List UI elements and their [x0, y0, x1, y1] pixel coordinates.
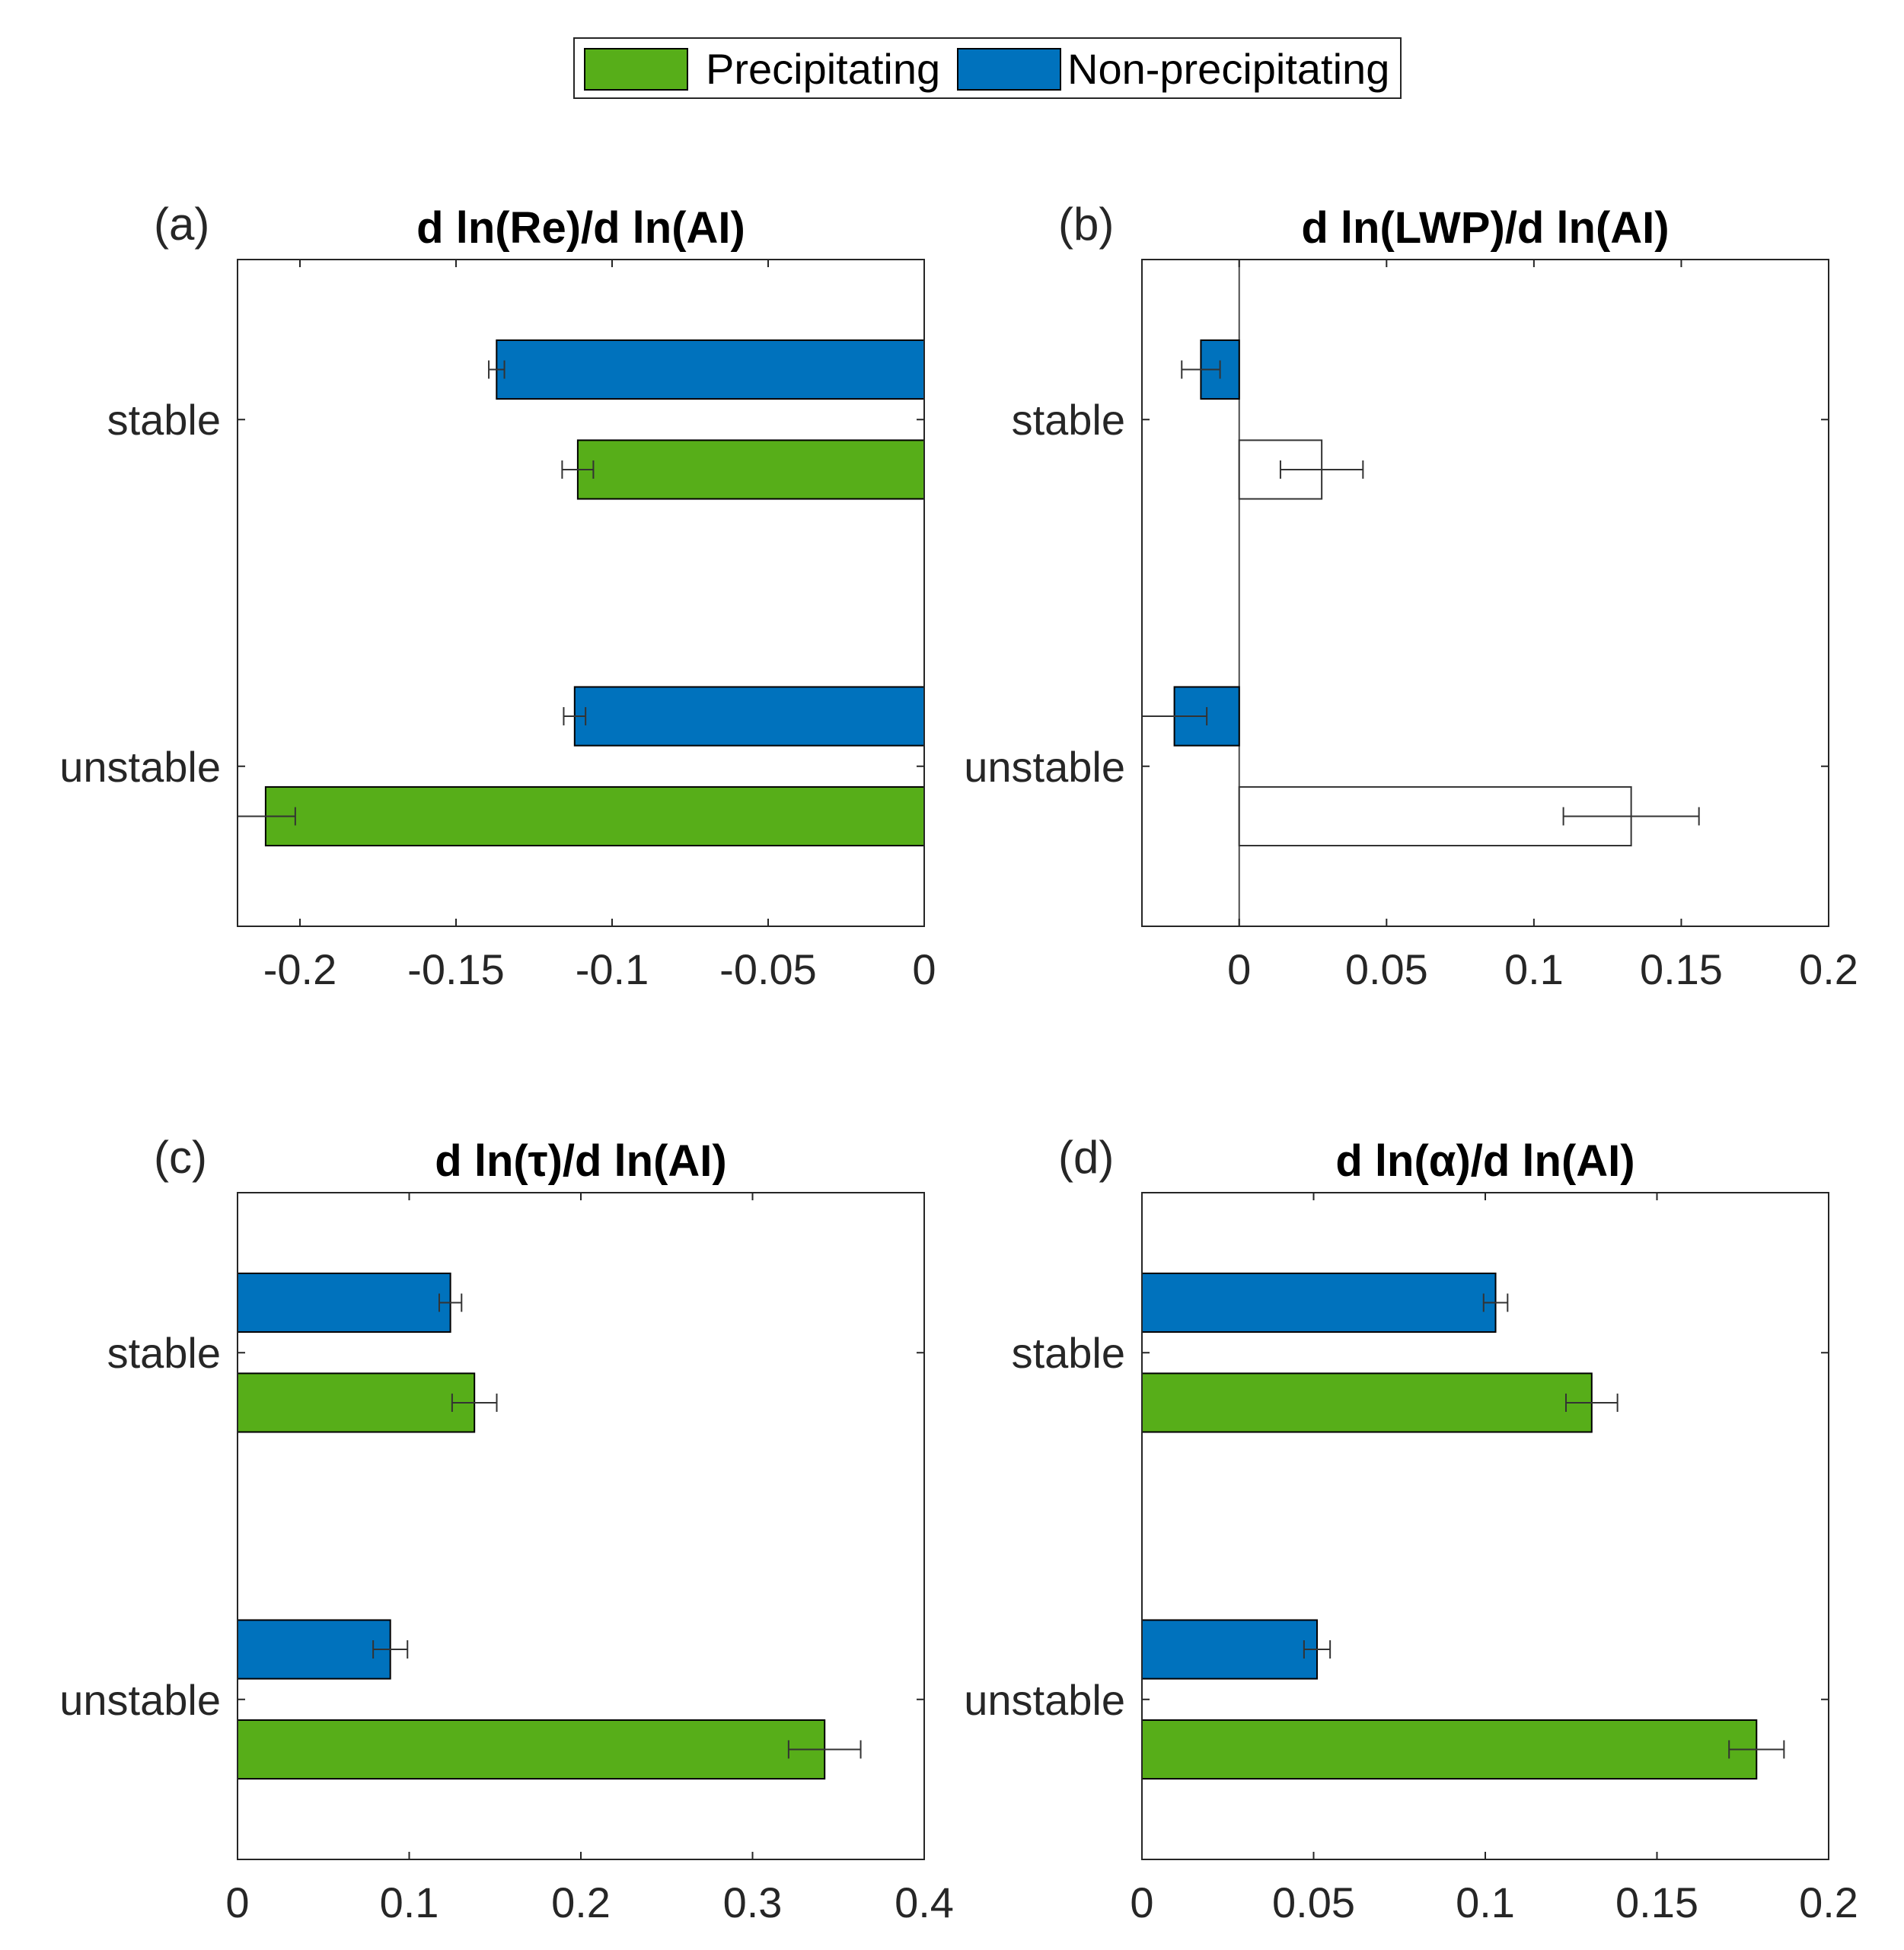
- x-tick-label: 0: [225, 1878, 249, 1926]
- y-category-label: unstable: [59, 743, 221, 791]
- bar-precipitating-stable: [237, 1372, 476, 1433]
- chart-panel-d: 0 0.05 0.1 0.15 0.2 stable unstable (d) d ln(α)/…: [964, 1132, 1858, 1926]
- legend: Precipitating Non-precipitating: [573, 37, 1402, 99]
- x-tick-label: 0.15: [1640, 945, 1723, 993]
- x-tick-label: 0.1: [1504, 945, 1564, 993]
- x-tick-label: 0: [912, 945, 936, 993]
- chart-panel-b: 0 0.05 0.1 0.15 0.2 stable unstable (b) d ln(LWP…: [964, 199, 1858, 993]
- x-tick-label: 0.1: [380, 1878, 439, 1926]
- x-tick-label: 0.05: [1272, 1878, 1355, 1926]
- x-tick-label: 0.1: [1456, 1878, 1515, 1926]
- panel-label: (b): [1058, 199, 1114, 250]
- bar-precipitating-unstable: [237, 1719, 826, 1780]
- x-tick-label: 0.05: [1345, 945, 1428, 993]
- bar-non-precipitating-unstable: [237, 1619, 391, 1680]
- chart-panel-c: 0 0.1 0.2 0.3 0.4 stable unstable (c) d ln(τ)/d …: [59, 1132, 954, 1926]
- bar-precipitating-stable: [1141, 1372, 1593, 1433]
- x-tick-label: -0.1: [576, 945, 649, 993]
- y-category-label: unstable: [59, 1676, 221, 1724]
- y-category-label: stable: [107, 1329, 221, 1377]
- x-tick-label: 0: [1130, 1878, 1153, 1926]
- x-tick-label: 0: [1227, 945, 1251, 993]
- axes-box: [1141, 259, 1829, 927]
- y-category-label: stable: [1012, 1329, 1125, 1377]
- x-tick-label: 0.2: [551, 1878, 611, 1926]
- x-tick-label: 0.2: [1799, 1878, 1858, 1926]
- axes-box: [237, 259, 925, 927]
- panel-label: (d): [1058, 1132, 1114, 1183]
- chart-title: d ln(LWP)/d ln(AI): [1301, 203, 1669, 253]
- bar-non-precipitating-stable: [496, 339, 925, 400]
- x-tick-label: 0.4: [895, 1878, 954, 1926]
- legend-label-non-precipitating: Non-precipitating: [1067, 45, 1390, 93]
- bar-precipitating-unstable: [1141, 1719, 1758, 1780]
- bar-non-precipitating-unstable: [1141, 1619, 1319, 1680]
- bar-precipitating-unstable: [264, 785, 925, 847]
- y-category-label: unstable: [964, 743, 1125, 791]
- bar-precipitating-stable: [576, 439, 926, 500]
- x-tick-label: 0.15: [1615, 1878, 1698, 1926]
- legend-swatch-non-precipitating: [957, 48, 1061, 91]
- x-tick-label: 0.3: [723, 1878, 783, 1926]
- y-category-label: stable: [1012, 396, 1125, 444]
- chart-title: d ln(α)/d ln(AI): [1335, 1136, 1635, 1186]
- bar-non-precipitating-stable: [1141, 1272, 1497, 1333]
- panel-label: (c): [154, 1132, 207, 1183]
- y-category-label: stable: [107, 396, 221, 444]
- chart-panel-a: -0.2 -0.15 -0.1 -0.05 0 stable unstable (a) d ln…: [59, 199, 936, 993]
- chart-title: d ln(Re)/d ln(AI): [416, 203, 745, 253]
- x-tick-label: -0.2: [263, 945, 337, 993]
- x-tick-label: 0.2: [1799, 945, 1858, 993]
- legend-label-precipitating: Precipitating: [706, 45, 941, 93]
- bar-non-precipitating-stable: [237, 1272, 451, 1333]
- panel-label: (a): [154, 199, 209, 250]
- bar-non-precipitating-unstable: [573, 686, 925, 747]
- chart-title: d ln(τ)/d ln(AI): [435, 1136, 726, 1186]
- x-tick-label: -0.15: [407, 945, 505, 993]
- legend-swatch-precipitating: [584, 48, 688, 91]
- y-category-label: unstable: [964, 1676, 1125, 1724]
- x-tick-label: -0.05: [719, 945, 817, 993]
